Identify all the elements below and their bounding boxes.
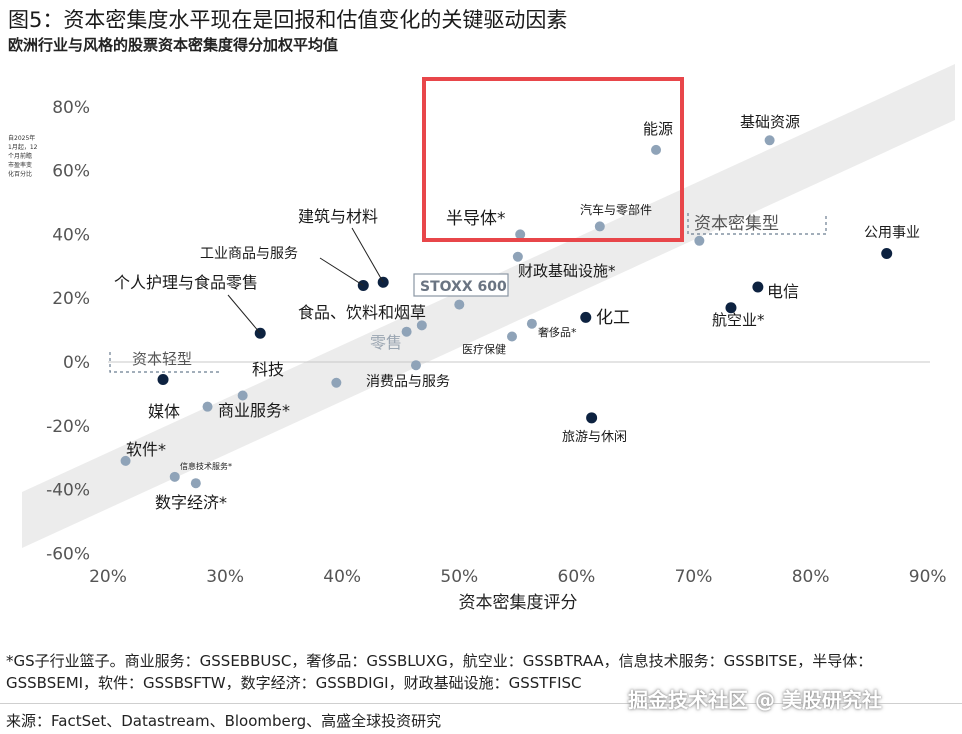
footnote: *GS子行业篮子。商业服务：GSSEBBUSC，奢侈品：GSSBLUXG，航空业… [6,652,873,692]
point-label: 能源 [643,120,673,138]
data-point[interactable] [506,331,517,342]
point-label: 数字经济* [155,493,227,512]
data-point[interactable] [764,135,775,146]
watermark: 掘金技术社区 @ 美股研究社 [628,688,882,712]
data-point[interactable] [169,471,180,482]
point-label: 电信 [767,282,799,301]
y-tick-label: -40% [46,481,90,501]
point-label: 半导体* [446,209,506,229]
data-point[interactable] [416,320,427,331]
x-tick-label: 70% [675,567,713,587]
data-point[interactable] [512,251,523,262]
y-tick-label: -60% [46,544,90,564]
point-label: 信息技术服务* [180,461,232,471]
data-point[interactable] [190,478,201,489]
point-label: 资本轻型 [132,350,192,368]
point-label: 软件* [126,440,166,459]
data-point[interactable] [331,377,342,388]
data-point[interactable] [594,221,605,232]
x-tick-label: 90% [909,567,947,587]
point-label: 食品、饮料和烟草 [298,303,426,322]
data-point[interactable] [401,326,412,337]
data-point[interactable] [580,311,592,323]
scatter-chart: 80% 60% 40% 20% 0% -20% -40% -60% 20% 30% 40% 50% 6… [8,64,955,613]
data-point[interactable] [157,374,169,386]
point-label: 建筑与材料 [298,207,378,226]
x-axis-label: 资本密集度评分 [459,593,578,613]
y-axis-label: 自2025年 1月起，12 个月前瞻 市盈率变 化百分比 [8,134,39,178]
y-tick-label: 80% [52,98,90,118]
chart-title: 图5：资本密集度水平现在是回报和估值变化的关键驱动因素 [8,8,568,32]
point-label: 医疗保健 [462,342,506,356]
point-label: 航空业* [712,311,765,329]
point-label: STOXX 600 [420,279,507,295]
point-label: 奢侈品* [538,325,577,339]
leader-line [319,257,364,286]
x-tick-label: 80% [792,567,830,587]
data-point[interactable] [586,412,598,424]
y-tick-label: 60% [52,162,90,182]
x-tick-label: 30% [206,567,244,587]
point-label: 媒体 [148,402,180,421]
point-label: 化工 [596,308,630,328]
point-label: 个人护理与食品零售 [114,273,258,292]
leader-line [227,294,261,334]
point-label: 零售 [370,333,402,352]
data-point[interactable] [237,390,248,401]
data-point[interactable] [725,302,737,314]
data-point[interactable] [752,281,764,293]
y-tick-label: 40% [52,225,90,245]
data-point[interactable] [410,360,421,371]
point-label: 基础资源 [740,113,800,131]
x-tick-label: 50% [440,567,478,587]
point-label: 消费品与服务 [366,374,450,390]
data-point[interactable] [202,401,213,412]
data-point[interactable] [515,229,526,240]
capital-light-box [109,352,222,373]
source-note: 来源：FactSet、Datastream、Bloomberg、高盛全球投资研究 [6,712,442,730]
data-point[interactable] [651,144,662,155]
point-label: 财政基础设施* [518,262,616,280]
point-label: 汽车与零部件 [580,202,652,217]
highlight-box [422,77,684,242]
x-tick-label: 40% [323,567,361,587]
data-point[interactable] [120,455,131,466]
stoxx600-label-box [413,273,509,297]
data-point[interactable] [694,235,705,246]
chart-subtitle: 欧洲行业与风格的股票资本密集度得分加权平均值 [8,36,339,54]
point-label: 旅游与休闲 [562,430,627,445]
divider [0,703,962,704]
x-tick-label: 20% [89,567,127,587]
data-point[interactable] [881,248,893,260]
x-tick-label: 60% [558,567,596,587]
data-point[interactable] [454,299,465,310]
point-label: 资本密集型 [694,214,779,234]
point-label: 科技 [252,360,284,379]
leader-line [351,227,384,283]
data-point[interactable] [526,318,537,329]
point-label: 商业服务* [218,401,290,420]
y-tick-label: 0% [63,353,90,373]
capital-intensive-box [687,213,827,235]
y-tick-label: 20% [52,289,90,309]
point-label: 工业商品与服务 [200,246,298,262]
y-tick-label: -20% [46,417,90,437]
trend-band [22,64,955,548]
point-label: 公用事业 [864,225,920,241]
